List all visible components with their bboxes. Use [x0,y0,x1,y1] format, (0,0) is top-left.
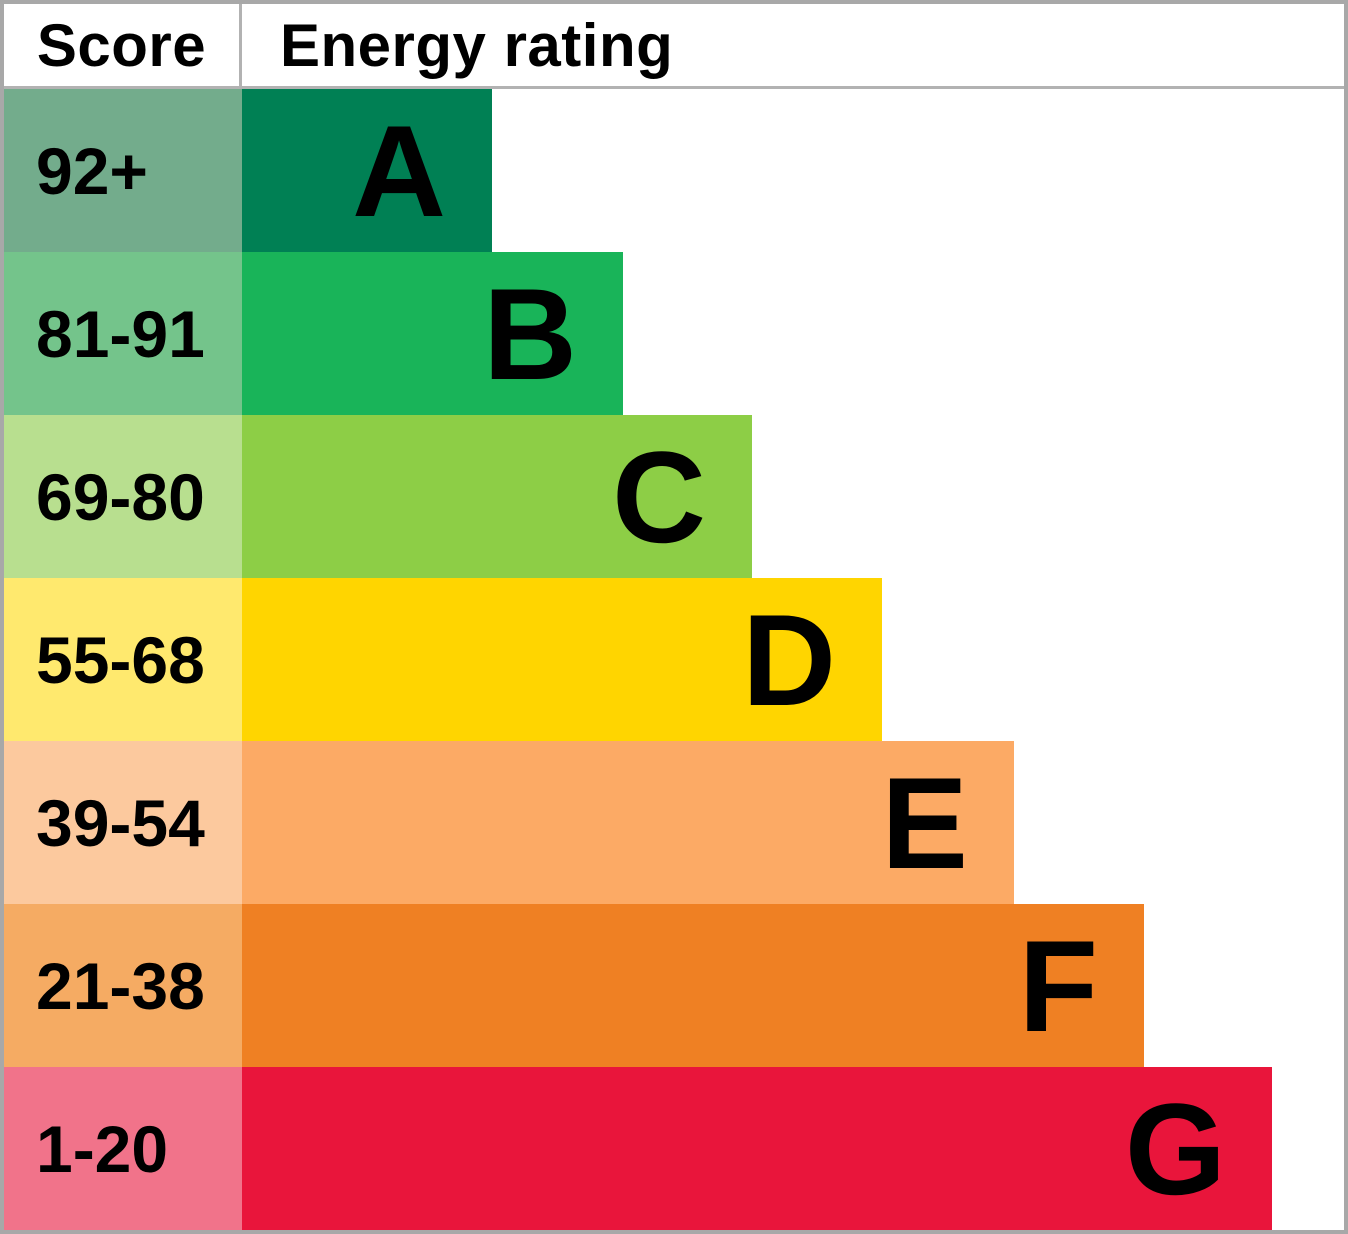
band-row-e: 39-54 E [4,741,1344,904]
rating-letter-f: F [1018,912,1098,1059]
band-row-b: 81-91 B [4,252,1344,415]
table-header-row: Score Energy rating [4,4,1344,89]
score-cell-d: 55-68 [4,578,242,741]
rating-letter-g: G [1124,1075,1226,1222]
rating-bar-g: G [242,1067,1272,1230]
score-cell-c: 69-80 [4,415,242,578]
score-cell-b: 81-91 [4,252,242,415]
band-row-g: 1-20 G [4,1067,1344,1230]
band-row-f: 21-38 F [4,904,1344,1067]
rating-bar-b: B [242,252,623,415]
rating-letter-c: C [612,423,706,570]
rating-bar-a: A [242,89,492,252]
energy-rating-column-header: Energy rating [280,11,674,79]
band-row-a: 92+ A [4,89,1344,252]
rating-bar-e: E [242,741,1014,904]
band-row-d: 55-68 D [4,578,1344,741]
score-column-header: Score [4,4,242,86]
rating-bar-d: D [242,578,882,741]
rating-letter-b: B [483,260,577,407]
rating-bar-f: F [242,904,1144,1067]
band-row-c: 69-80 C [4,415,1344,578]
score-cell-e: 39-54 [4,741,242,904]
rating-bar-c: C [242,415,752,578]
rating-bands-container: 92+ A 81-91 B 69-80 C 55-68 D 39-54 E 21-38 F 1-20 G [4,89,1344,1230]
score-cell-g: 1-20 [4,1067,242,1230]
score-cell-f: 21-38 [4,904,242,1067]
rating-letter-a: A [352,97,446,244]
score-cell-a: 92+ [4,89,242,252]
rating-letter-d: D [742,586,836,733]
rating-letter-e: E [881,749,968,896]
